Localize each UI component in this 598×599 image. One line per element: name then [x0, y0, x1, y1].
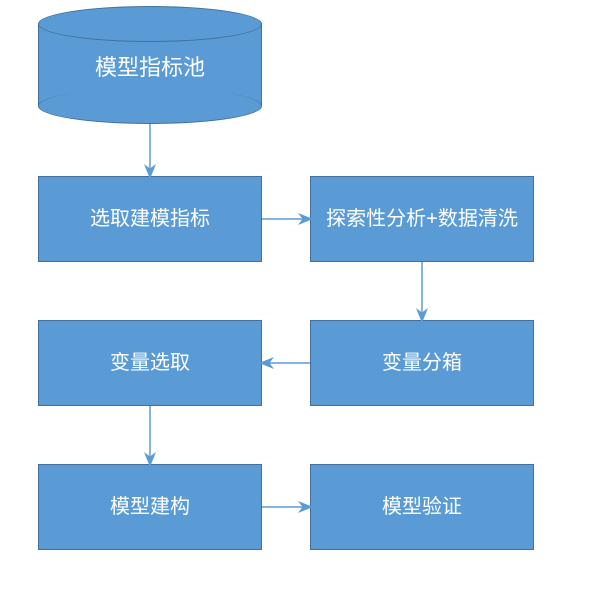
node-label: 变量选取 — [110, 349, 190, 377]
node-label: 模型建构 — [110, 493, 190, 521]
cylinder-label: 模型指标池 — [38, 50, 262, 82]
node-label: 选取建模指标 — [90, 205, 210, 233]
cylinder-bottom — [38, 88, 262, 124]
cylinder-top — [38, 6, 262, 42]
node-label: 模型验证 — [382, 493, 462, 521]
node-variable-binning: 变量分箱 — [310, 320, 534, 406]
flowchart-canvas: 模型指标池 选取建模指标 探索性分析+数据清洗 变量选取 变量分箱 模型建构 模… — [0, 0, 598, 599]
node-model-build: 模型建构 — [38, 464, 262, 550]
node-exploratory-cleaning: 探索性分析+数据清洗 — [310, 176, 534, 262]
node-label: 变量分箱 — [382, 349, 462, 377]
node-variable-selection: 变量选取 — [38, 320, 262, 406]
node-select-indicators: 选取建模指标 — [38, 176, 262, 262]
node-model-validate: 模型验证 — [310, 464, 534, 550]
node-label: 探索性分析+数据清洗 — [326, 205, 518, 233]
cylinder-node: 模型指标池 — [38, 6, 262, 124]
